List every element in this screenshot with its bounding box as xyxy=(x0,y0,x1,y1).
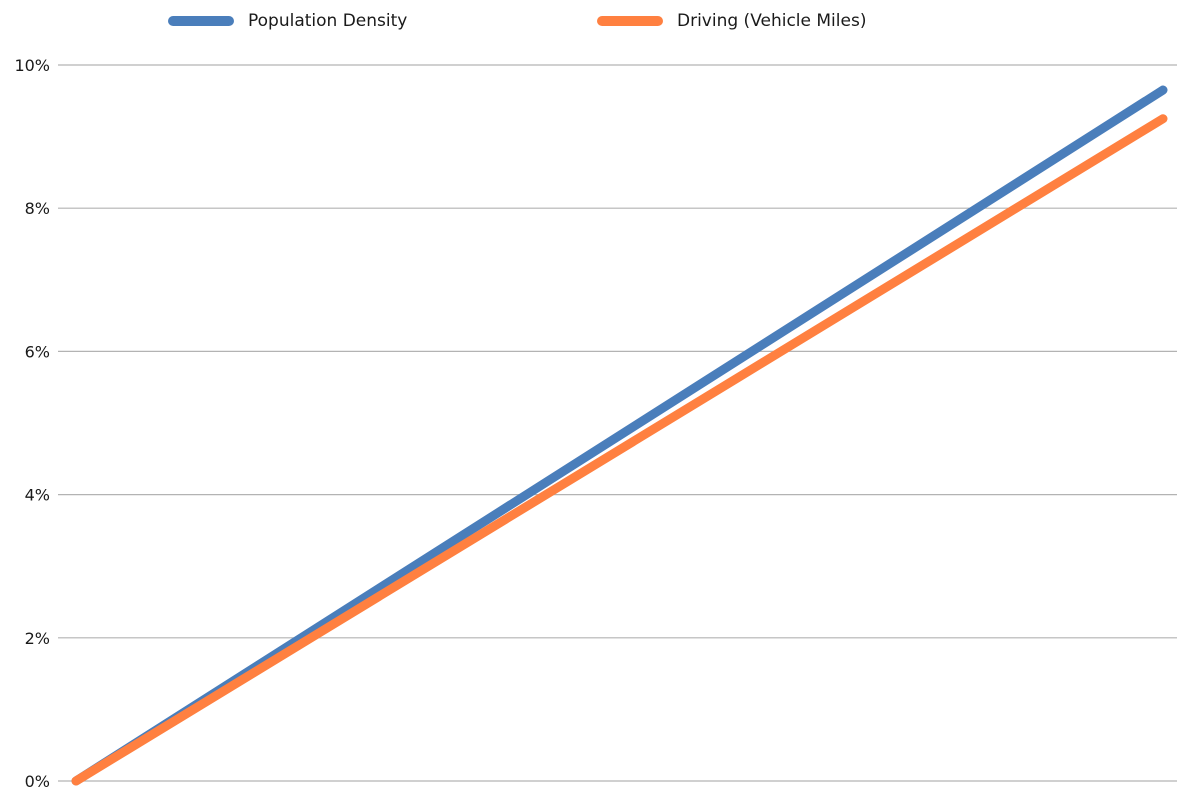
legend-item-driving[interactable]: Driving (Vehicle Miles) xyxy=(597,8,866,34)
y-tick-label: 10% xyxy=(14,56,50,75)
y-axis-ticks: 0% 2% 4% 6% 8% 10% xyxy=(14,56,50,789)
legend-label-driving: Driving (Vehicle Miles) xyxy=(677,11,866,31)
y-tick-label: 2% xyxy=(25,629,50,648)
y-tick-label: 6% xyxy=(25,342,50,361)
legend-item-population-density[interactable]: Population Density xyxy=(168,8,407,34)
y-tick-label: 4% xyxy=(25,486,50,505)
legend-label-population-density: Population Density xyxy=(248,11,407,31)
legend: Population Density Driving (Vehicle Mile… xyxy=(0,8,1177,34)
series-line-driving-vehicle-miles xyxy=(76,119,1163,781)
y-tick-label: 0% xyxy=(25,772,50,789)
gridlines xyxy=(58,65,1177,781)
legend-swatch-driving xyxy=(597,16,663,26)
legend-swatch-population-density xyxy=(168,16,234,26)
series-lines xyxy=(76,90,1163,781)
y-tick-label: 8% xyxy=(25,199,50,218)
